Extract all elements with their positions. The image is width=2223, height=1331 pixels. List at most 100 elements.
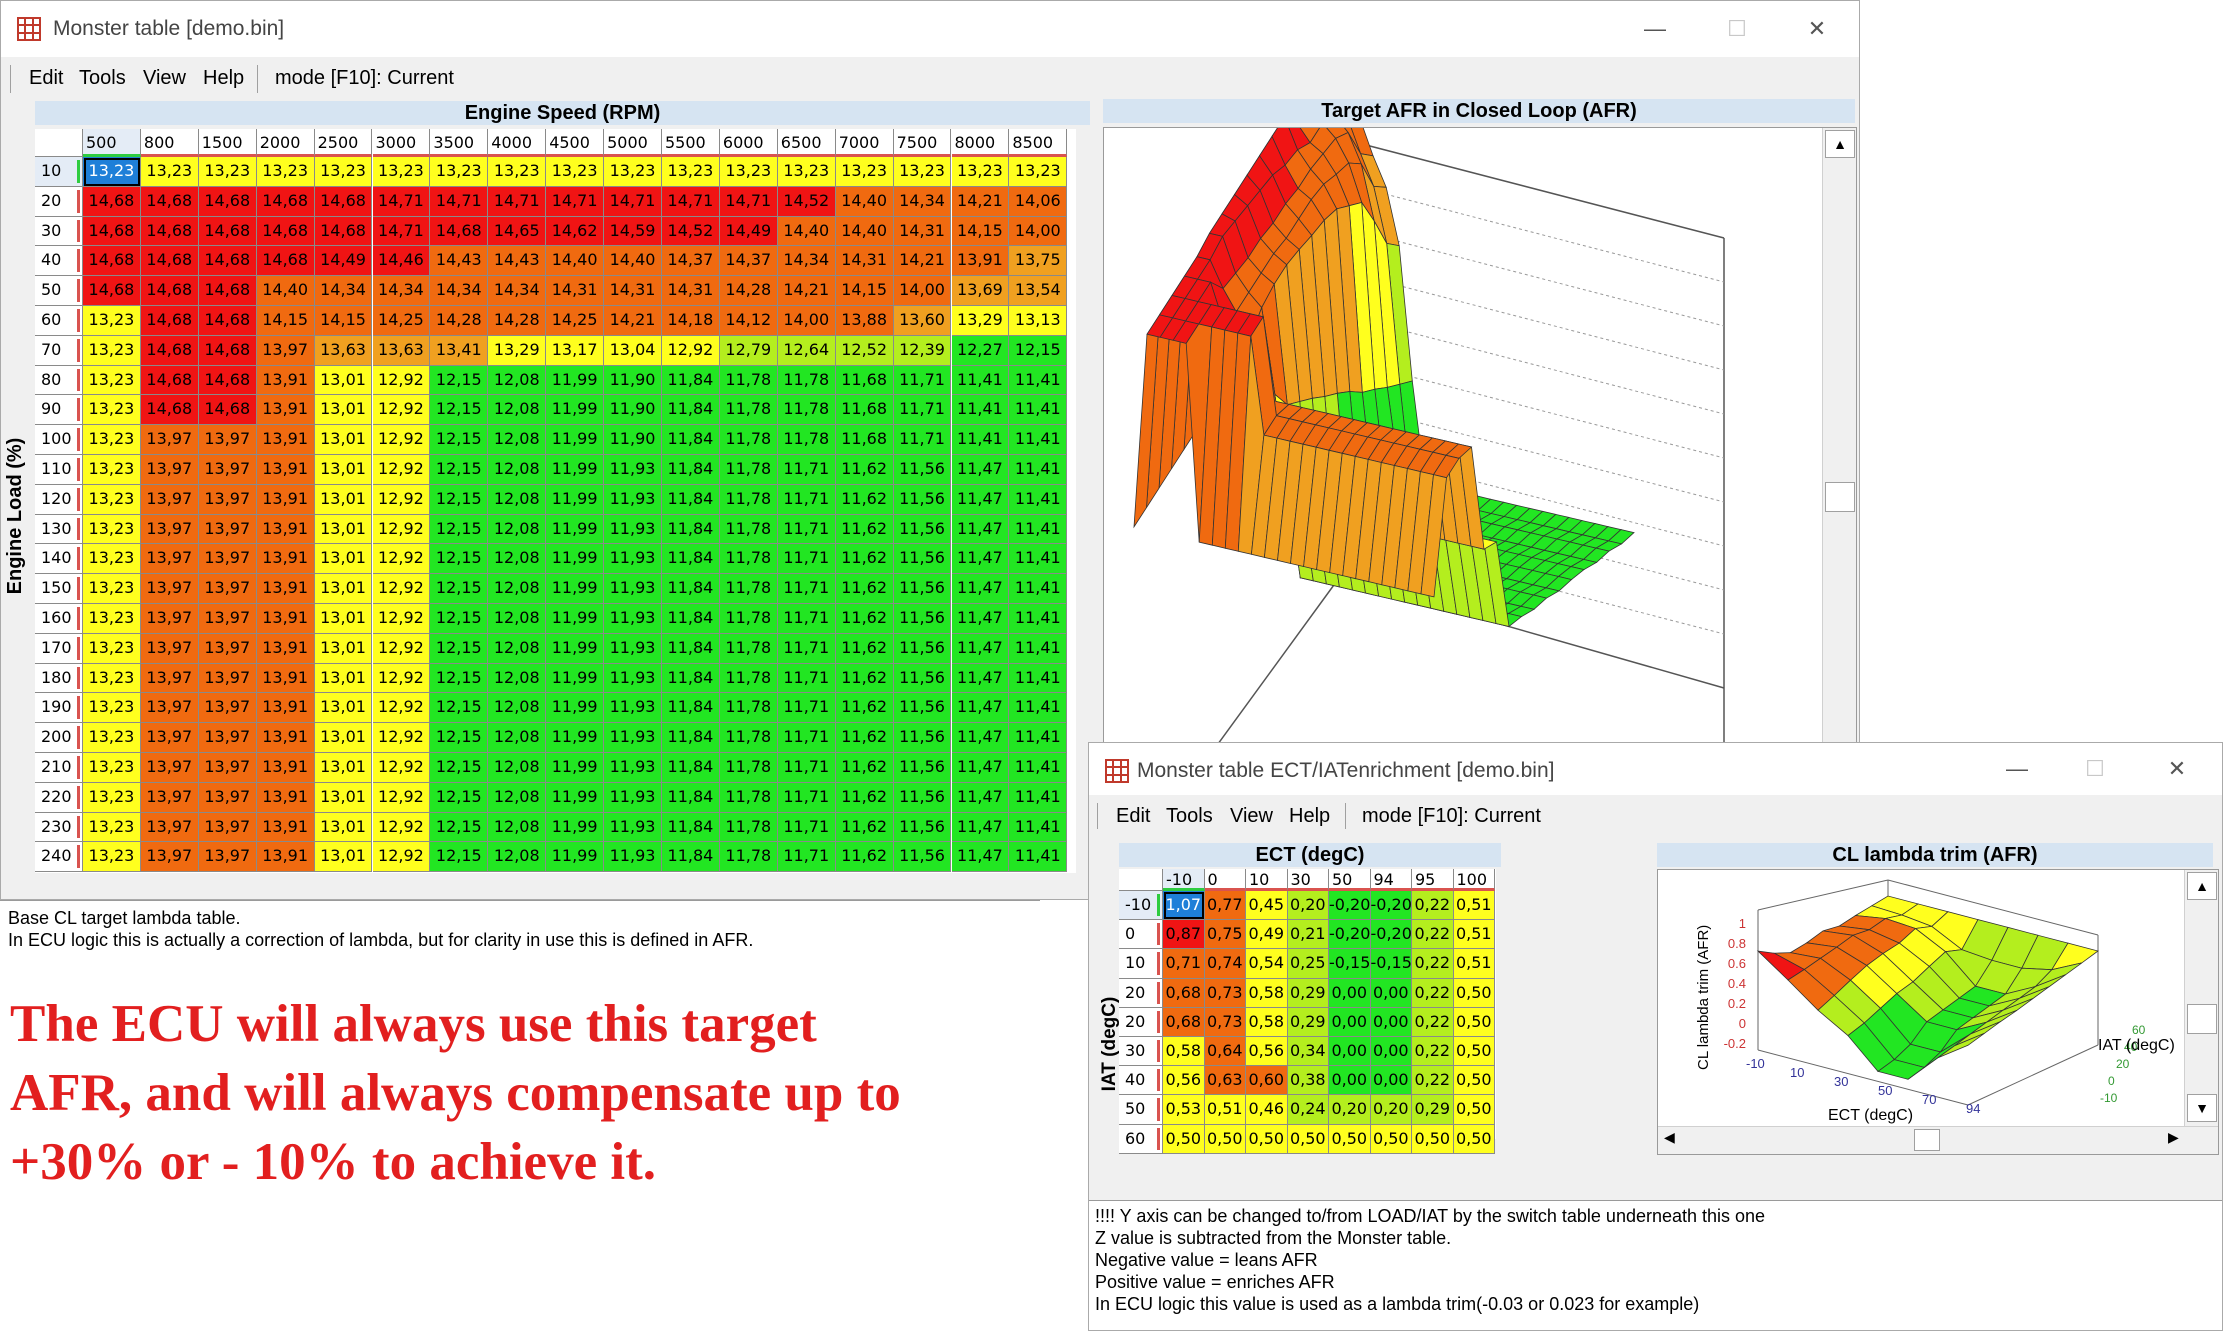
ect-cell[interactable]: 0,63 — [1204, 1066, 1246, 1096]
afr-cell[interactable]: 14,68 — [256, 186, 315, 217]
afr-cell[interactable]: 11,62 — [835, 484, 894, 515]
afr-row-header[interactable]: 200 — [35, 723, 83, 753]
afr-cell[interactable]: 12,08 — [488, 544, 547, 575]
afr-cell[interactable]: 14,52 — [777, 186, 836, 217]
afr-cell[interactable]: 14,31 — [893, 216, 952, 247]
ect-cell[interactable]: 0,22 — [1412, 1007, 1454, 1037]
afr-cell[interactable]: 12,08 — [488, 633, 547, 664]
ect-cell[interactable]: 0,00 — [1329, 1007, 1371, 1037]
afr-cell[interactable]: 12,92 — [372, 812, 431, 843]
afr-cell[interactable]: 11,41 — [1009, 365, 1068, 396]
afr-col-header[interactable]: 7000 — [835, 129, 894, 157]
ect-menu-tools[interactable]: Tools — [1166, 805, 1213, 827]
afr-cell[interactable]: 13,23 — [83, 335, 141, 366]
afr-cell[interactable]: 11,93 — [604, 723, 662, 753]
afr-cell[interactable]: 12,15 — [430, 514, 489, 545]
afr-cell[interactable]: 11,41 — [1009, 574, 1068, 604]
ect-table[interactable]: -10 0 10 30 50 94 95 100 -10 1,07 0,77 0,45 0,20 -0,2… — [1119, 869, 1496, 1154]
ect-cell[interactable]: 0,68 — [1163, 978, 1205, 1008]
afr-col-header[interactable]: 8500 — [1009, 129, 1068, 157]
afr-cell[interactable]: 13,23 — [951, 157, 1010, 187]
afr-cell[interactable]: 13,91 — [256, 425, 315, 455]
ect-cell[interactable]: 0,50 — [1163, 1124, 1205, 1154]
afr-cell[interactable]: 13,23 — [430, 157, 489, 187]
afr-cell[interactable]: 14,43 — [488, 246, 547, 277]
afr-cell[interactable]: 11,71 — [777, 544, 836, 575]
afr-cell[interactable]: 11,93 — [604, 842, 662, 873]
afr-cell[interactable]: 13,23 — [372, 157, 431, 187]
afr-cell[interactable]: 11,41 — [951, 425, 1010, 455]
afr-cell[interactable]: 13,23 — [83, 604, 141, 634]
afr-cell[interactable]: 14,49 — [314, 246, 373, 277]
ect-cell[interactable]: 1,07 — [1163, 891, 1205, 921]
afr-cell[interactable]: 14,28 — [488, 306, 547, 336]
afr-cell[interactable]: 11,71 — [777, 753, 836, 783]
afr-cell[interactable]: 14,12 — [719, 306, 778, 336]
afr-cell[interactable]: 12,92 — [372, 663, 431, 694]
ect-cell[interactable]: 0,58 — [1163, 1037, 1205, 1067]
afr-row-header[interactable]: 230 — [35, 812, 83, 843]
afr-cell[interactable]: 11,84 — [662, 544, 720, 575]
afr-cell[interactable]: 14,34 — [430, 276, 489, 306]
afr-cell[interactable]: 14,68 — [198, 246, 257, 277]
ect-row-header[interactable]: 50 — [1119, 1095, 1163, 1125]
afr-cell[interactable]: 11,78 — [719, 425, 778, 455]
afr-cell[interactable]: 13,97 — [198, 425, 257, 455]
afr-row-header[interactable]: 50 — [35, 276, 83, 306]
ect-minimize-button[interactable]: — — [2006, 756, 2028, 781]
afr-cell[interactable]: 11,93 — [604, 633, 662, 664]
afr-cell[interactable]: 11,78 — [777, 395, 836, 426]
afr-cell[interactable]: 14,31 — [835, 246, 894, 277]
afr-cell[interactable]: 14,68 — [314, 186, 373, 217]
afr-cell[interactable]: 11,99 — [546, 782, 605, 813]
afr-cell[interactable]: 14,68 — [256, 246, 315, 277]
afr-cell[interactable]: 11,93 — [604, 693, 662, 724]
afr-cell[interactable]: 11,41 — [1009, 693, 1068, 724]
afr-cell[interactable]: 11,56 — [893, 693, 952, 724]
afr-cell[interactable]: 14,40 — [604, 246, 662, 277]
afr-cell[interactable]: 11,47 — [951, 723, 1010, 753]
afr-cell[interactable]: 14,68 — [256, 216, 315, 247]
afr-cell[interactable]: 13,23 — [83, 693, 141, 724]
afr-cell[interactable]: 12,92 — [372, 365, 431, 396]
ect-cell[interactable]: 0,45 — [1246, 891, 1288, 921]
afr-col-header[interactable]: 1500 — [198, 129, 257, 157]
afr-cell[interactable]: 11,62 — [835, 574, 894, 604]
afr-cell[interactable]: 12,92 — [662, 335, 720, 366]
afr-cell[interactable]: 11,90 — [604, 425, 662, 455]
afr-cell[interactable]: 14,28 — [430, 306, 489, 336]
afr-cell[interactable]: 11,62 — [835, 633, 894, 664]
afr-cell[interactable]: 13,01 — [314, 693, 373, 724]
ect-cell[interactable]: 0,50 — [1204, 1124, 1246, 1154]
afr-cell[interactable]: 13,23 — [83, 842, 141, 873]
afr-cell[interactable]: 11,78 — [719, 395, 778, 426]
afr-cell[interactable]: 13,88 — [835, 306, 894, 336]
afr-cell[interactable]: 14,68 — [198, 306, 257, 336]
afr-cell[interactable]: 11,62 — [835, 723, 894, 753]
afr-cell[interactable]: 11,93 — [604, 604, 662, 634]
afr-cell[interactable]: 11,56 — [893, 604, 952, 634]
afr-cell[interactable]: 14,71 — [372, 186, 431, 217]
ect-cell[interactable]: -0,20 — [1370, 891, 1412, 921]
afr-cell[interactable]: 13,23 — [835, 157, 894, 187]
ect-cell[interactable]: 0,73 — [1204, 1007, 1246, 1037]
afr-cell[interactable]: 13,63 — [314, 335, 373, 366]
ect-cell[interactable]: 0,50 — [1453, 1037, 1495, 1067]
afr-cell[interactable]: 11,93 — [604, 812, 662, 843]
scroll-up-icon[interactable]: ▲ — [1825, 130, 1855, 158]
afr-cell[interactable]: 11,84 — [662, 395, 720, 426]
afr-cell[interactable]: 13,23 — [777, 157, 836, 187]
afr-cell[interactable]: 12,64 — [777, 335, 836, 366]
afr-cell[interactable]: 12,27 — [951, 335, 1010, 366]
afr-cell[interactable]: 12,15 — [430, 782, 489, 813]
afr-row-header[interactable]: 10 — [35, 157, 83, 187]
afr-cell[interactable]: 14,15 — [951, 216, 1010, 247]
afr-cell[interactable]: 11,47 — [951, 574, 1010, 604]
afr-cell[interactable]: 11,56 — [893, 544, 952, 575]
afr-cell[interactable]: 13,97 — [198, 574, 257, 604]
afr-cell[interactable]: 13,01 — [314, 663, 373, 694]
afr-cell[interactable]: 13,23 — [488, 157, 547, 187]
afr-row-header[interactable]: 170 — [35, 633, 83, 664]
afr-cell[interactable]: 11,99 — [546, 395, 605, 426]
afr-cell[interactable]: 11,56 — [893, 484, 952, 515]
